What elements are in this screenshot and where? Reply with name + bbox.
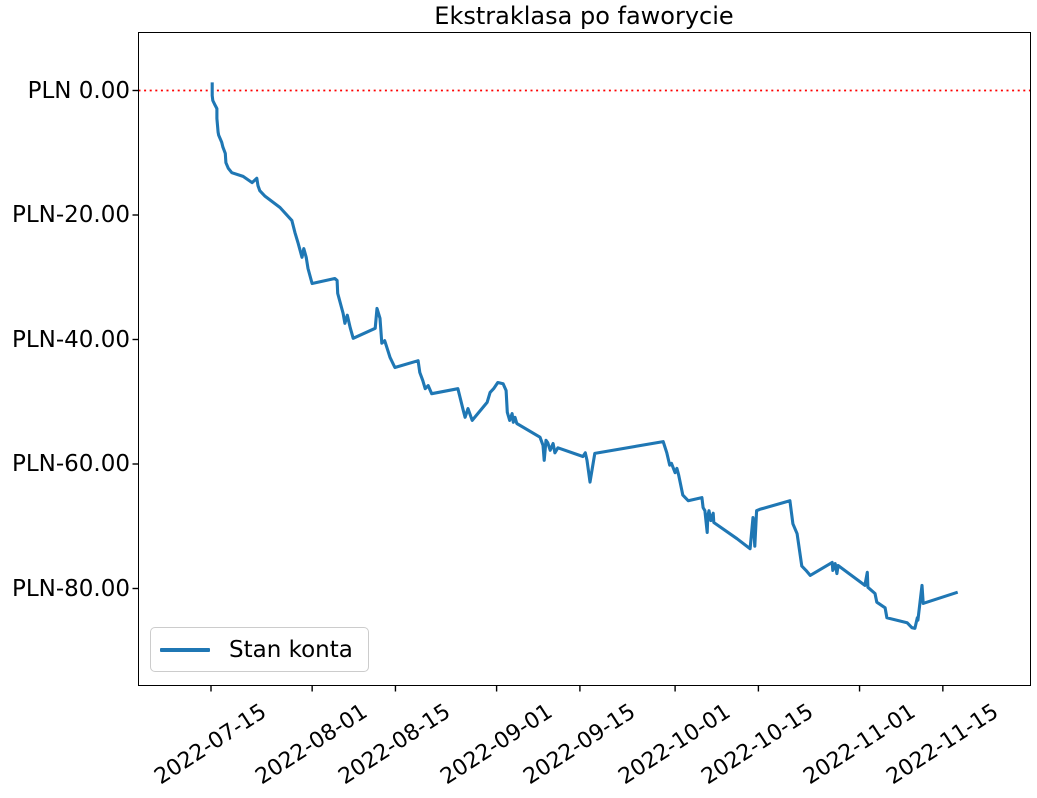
chart-title: Ekstraklasa po faworycie — [434, 2, 734, 30]
legend-label: Stan konta — [229, 636, 353, 663]
balance-line — [210, 82, 959, 630]
legend: Stan konta — [150, 627, 369, 672]
legend-line-sample — [160, 647, 210, 652]
axis-frame — [138, 32, 1031, 686]
